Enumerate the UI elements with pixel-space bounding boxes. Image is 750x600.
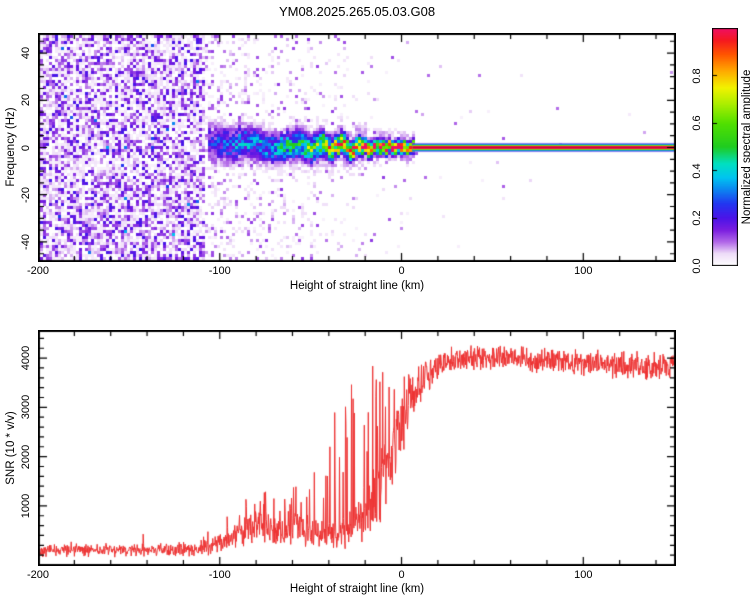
colorbar-title: Normalized spectral amplitude xyxy=(741,69,750,225)
plot-title: YM08.2025.265.05.03.G08 xyxy=(278,4,436,19)
snr-y-tick-label: 1000 xyxy=(20,493,32,519)
snr-y-tick-label: 3000 xyxy=(20,395,32,420)
spectrogram-x-axis-title: Height of straight line (km) xyxy=(289,280,425,292)
spectrogram-y-tick-label: -40 xyxy=(20,233,32,250)
snr-y-tick-label: 4000 xyxy=(20,345,32,371)
spectrogram-x-tick-label: 100 xyxy=(574,265,593,277)
spectrogram-x-tick-label: -100 xyxy=(208,265,231,277)
colorbar-tick-label: 0.8 xyxy=(691,67,703,84)
snr-x-tick-label: -200 xyxy=(26,569,50,581)
spectrogram-y-tick-label: 20 xyxy=(20,94,32,107)
snr-x-tick-label: 100 xyxy=(574,569,593,581)
colorbar xyxy=(712,28,738,266)
colorbar-tick-label: 0.2 xyxy=(691,210,703,227)
colorbar-tick-label: 0.6 xyxy=(691,115,703,131)
snr-x-tick-label: -100 xyxy=(208,569,231,581)
spectrogram-y-axis-title: Frequency (Hz) xyxy=(5,107,17,187)
colorbar-tick-label: 0.4 xyxy=(691,163,703,179)
snr-y-axis-title: SNR (10 * v/v) xyxy=(5,411,17,485)
spectrogram-y-tick-label: -20 xyxy=(20,186,32,203)
spectrogram-y-tick-label: 0 xyxy=(20,144,32,151)
snr-plot xyxy=(38,330,676,566)
snr-x-tick-label: 0 xyxy=(398,569,405,581)
colorbar-tick-label: 0.0 xyxy=(691,258,703,274)
snr-x-axis-title: Height of straight line (km) xyxy=(289,583,425,595)
spectrogram-x-tick-label: -200 xyxy=(26,265,50,277)
snr-y-tick-label: 2000 xyxy=(20,444,32,469)
spectrogram-x-tick-label: 0 xyxy=(398,265,405,277)
spectrogram-plot xyxy=(38,33,676,262)
spectrogram-y-tick-label: 40 xyxy=(20,46,32,60)
